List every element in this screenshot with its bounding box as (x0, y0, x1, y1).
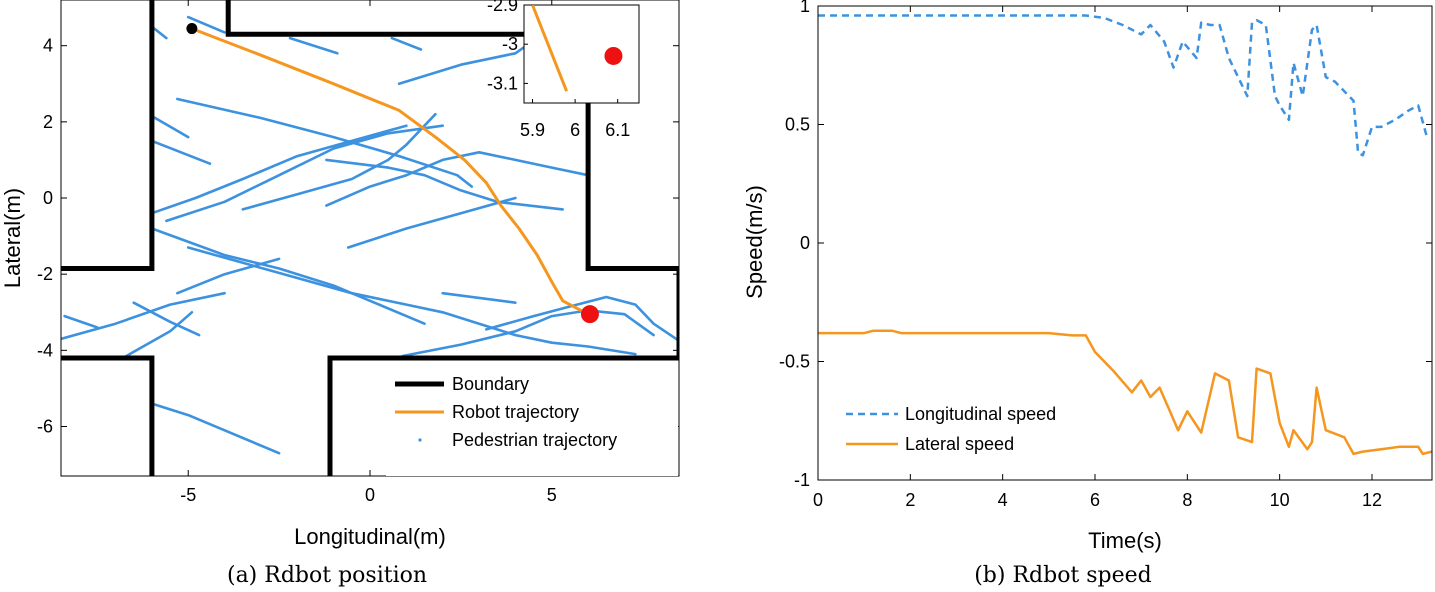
x-tick-label-a: 0 (365, 485, 375, 505)
pedestrian-trajectory-15 (176, 257, 281, 295)
pedestrian-trajectory-11 (325, 151, 590, 207)
panel-robot-speed: 0 2 4 6 8 10 12 1 0.5 0 -0.5 -1 Longitudinal speed… (742, 0, 1433, 588)
x-tick-label-b: 0 (813, 490, 823, 510)
y-axis-ticks-a: 4 2 0 -2 -4 -6 (37, 36, 679, 436)
inset-x-tick-label: 5.9 (520, 120, 545, 140)
pedestrian-trajectory-23 (150, 402, 281, 455)
pedestrian-trajectory-16 (63, 314, 99, 329)
inset-ticks: 5.9 6 6.1 -2.9 -3 -3.1 (487, 0, 630, 140)
pedestrian-trajectory-5 (150, 139, 212, 165)
pedestrian-trajectory-10 (325, 158, 565, 211)
inset-y-tick-label: -3.1 (487, 73, 518, 93)
series-line-lateral-speed (818, 329, 1432, 456)
speed-series (818, 14, 1432, 456)
x-axis-label-a: Longitudinal(m) (294, 524, 446, 549)
y-tick-label-b: 1 (800, 0, 810, 16)
robot-goal-point (580, 305, 599, 324)
pedestrian-trajectory-21 (484, 295, 679, 343)
panel-robot-position: -5 0 5 4 2 0 -2 -4 -6 5.9 6 6.1 -2.9 -3 -3.1 Boundar… (0, 0, 680, 588)
boundary-segment-0 (61, 0, 155, 271)
y-tick-label-a: -4 (37, 340, 53, 360)
inset-y-tick-label: -3 (502, 34, 518, 54)
pedestrian-trajectory-18 (132, 301, 201, 337)
pedestrian-trajectory-14 (186, 246, 637, 356)
pedestrian-trajectory-13 (150, 227, 426, 326)
robot-trajectory-layer (186, 23, 599, 324)
x-tick-label-b: 4 (998, 490, 1008, 510)
pedestrian-trajectory-9 (241, 112, 437, 211)
pedestrian-trajectories (61, 15, 679, 455)
y-tick-label-a: -6 (37, 416, 53, 436)
inset-plot-area (531, 5, 623, 92)
legend-boundary-label: Boundary (452, 374, 529, 394)
x-tick-label-b: 10 (1270, 490, 1290, 510)
pedestrian-trajectory-4 (150, 114, 190, 139)
pedestrian-trajectory-12 (346, 196, 517, 249)
y-tick-label-a: 4 (43, 36, 53, 56)
x-tick-label-a: -5 (180, 485, 196, 505)
series-line-longitudinal-speed (818, 14, 1429, 157)
inset-x-tick-label: 6.1 (605, 120, 630, 140)
y-tick-label-a: 2 (43, 112, 53, 132)
pedestrian-trajectory-8 (165, 124, 445, 223)
y-tick-label-b: 0 (800, 233, 810, 253)
inset-x-tick-label: 6 (570, 120, 580, 140)
x-tick-label-b: 8 (1182, 490, 1192, 510)
y-tick-label-b: 0.5 (785, 115, 810, 135)
y-tick-label-b: -1 (794, 470, 810, 490)
y-tick-label-a: -2 (37, 264, 53, 284)
inset-goal-point (604, 46, 623, 65)
y-tick-label-a: 0 (43, 188, 53, 208)
pedestrian-trajectory-2 (288, 36, 339, 55)
robot-trajectory (191, 27, 589, 316)
legend-pedestrian-swatch (418, 438, 422, 442)
robot-start-point (186, 23, 198, 35)
pedestrian-trajectory-17 (61, 291, 226, 341)
pedestrian-trajectory-3 (390, 36, 423, 51)
boundary-segment-2 (225, 0, 679, 476)
pedestrian-trajectory-22 (441, 291, 517, 305)
x-tick-label-b: 12 (1362, 490, 1382, 510)
legend-pedestrian-label: Pedestrian trajectory (452, 430, 617, 450)
inset-robot-trajectory (531, 5, 568, 92)
pedestrian-trajectory-6 (176, 97, 474, 188)
x-tick-label-b: 6 (1090, 490, 1100, 510)
x-axis-ticks-a: -5 0 5 (180, 0, 557, 505)
x-axis-ticks-b: 0 2 4 6 8 10 12 (813, 6, 1382, 510)
zoom-inset: 5.9 6 6.1 -2.9 -3 -3.1 (487, 0, 640, 140)
inset-y-tick-label: -2.9 (487, 0, 518, 15)
caption-b: (b) Rdbot speed (974, 563, 1152, 588)
x-axis-label-b: Time(s) (1088, 528, 1162, 553)
legend-longitudinal-label: Longitudinal speed (905, 404, 1056, 424)
y-tick-label-b: -0.5 (779, 352, 810, 372)
pedestrian-trajectory-19 (121, 310, 194, 360)
legend-a: Boundary Robot trajectory Pedestrian tra… (386, 368, 678, 476)
pedestrian-trajectory-1 (186, 15, 226, 34)
legend-lateral-label: Lateral speed (905, 434, 1014, 454)
boundary-walls (61, 0, 679, 476)
x-tick-label-b: 2 (905, 490, 915, 510)
legend-robot-label: Robot trajectory (452, 402, 579, 422)
y-axis-ticks-b: 1 0.5 0 -0.5 -1 (779, 0, 1432, 490)
pedestrian-trajectory-20 (401, 309, 655, 358)
pedestrian-trajectory-7 (150, 124, 408, 215)
y-axis-label-a: Lateral(m) (0, 188, 25, 288)
x-tick-label-a: 5 (547, 485, 557, 505)
boundary-segment-1 (61, 355, 155, 476)
caption-a: (a) Rdbot position (227, 563, 427, 588)
y-axis-label-b: Speed(m/s) (742, 185, 767, 299)
legend-b: Longitudinal speed Lateral speed (846, 404, 1056, 454)
